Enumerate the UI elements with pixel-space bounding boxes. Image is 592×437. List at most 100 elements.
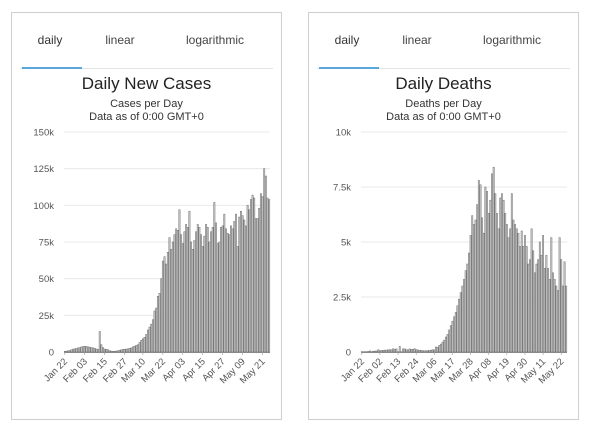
bar [151,319,154,353]
bar [494,193,497,353]
bar [137,344,139,353]
bar [165,263,168,353]
bar [108,350,111,353]
bar [143,337,146,353]
bar [185,224,188,353]
bar [519,246,521,353]
chart-subtitle: Cases per Day [110,98,183,110]
bar [128,348,131,353]
bar [235,213,237,353]
bar [407,349,409,353]
bar [120,349,123,353]
bar [178,209,181,353]
bar [561,285,564,353]
bar [238,216,241,353]
y-tick-label: 75k [39,238,55,249]
bar [206,227,209,353]
bar [402,348,404,353]
bar [477,180,480,353]
bar [418,349,421,353]
bar [145,334,148,353]
tab-daily[interactable]: daily [37,33,63,47]
bar [487,213,490,353]
bar [392,348,395,353]
bar [210,231,212,353]
bar [100,344,103,353]
bar [384,349,386,353]
bar [380,350,383,353]
tab-linear[interactable]: linear [402,33,432,47]
bar [191,249,194,353]
bar [461,285,464,353]
bar [117,350,119,353]
tab-logarithmic[interactable]: logarithmic [482,33,542,47]
bar [522,246,525,353]
bar [170,249,173,353]
bar [208,241,211,353]
bar [459,292,462,353]
tab-linear[interactable]: linear [105,33,135,47]
bar [132,346,134,353]
bar [543,268,546,353]
bar [398,346,401,353]
bar [525,246,528,353]
bar [223,213,226,353]
bar [444,336,447,353]
bar [547,268,549,353]
bar [173,234,176,353]
bar [473,224,475,353]
bar [515,228,518,353]
bar [395,348,398,353]
bar [228,234,231,353]
bar [387,349,390,353]
bar [88,346,91,353]
bar [529,259,531,353]
chart-subtitle: Deaths per Day [405,98,482,110]
bar [97,348,99,353]
bar [216,243,219,353]
bar [420,350,423,353]
bar [264,175,267,353]
bar [230,225,232,353]
bar [68,350,71,353]
bar [80,346,83,353]
bar [440,343,442,353]
bar [390,349,393,353]
bar [482,232,485,353]
bar [428,350,431,353]
bar [110,350,113,353]
bar [385,349,388,353]
bar [161,260,164,353]
bar [565,285,568,353]
bar [509,228,512,353]
bar [87,346,89,353]
bar [421,350,424,353]
bar [70,349,73,353]
chart-data-date: Data as of 0:00 GMT+0 [89,111,204,123]
active-tab-indicator [319,67,379,69]
bar [382,350,385,353]
bar [213,202,216,353]
bar [171,241,174,353]
bar [103,348,106,353]
bar [95,348,98,353]
bar [416,349,419,353]
bar [160,278,163,353]
bar [166,252,169,353]
bar [552,272,554,353]
bar [256,218,259,353]
bar [484,186,487,353]
bar [441,341,444,353]
bar [83,346,86,353]
tab-logarithmic[interactable]: logarithmic [185,33,245,47]
bar [468,252,470,353]
bar [183,231,186,353]
bar [367,351,370,353]
bar [379,350,381,353]
bar [550,237,553,353]
bar [193,240,196,353]
bar [507,237,510,353]
tab-daily[interactable]: daily [334,33,360,47]
bar [201,246,204,353]
bar [130,347,133,353]
